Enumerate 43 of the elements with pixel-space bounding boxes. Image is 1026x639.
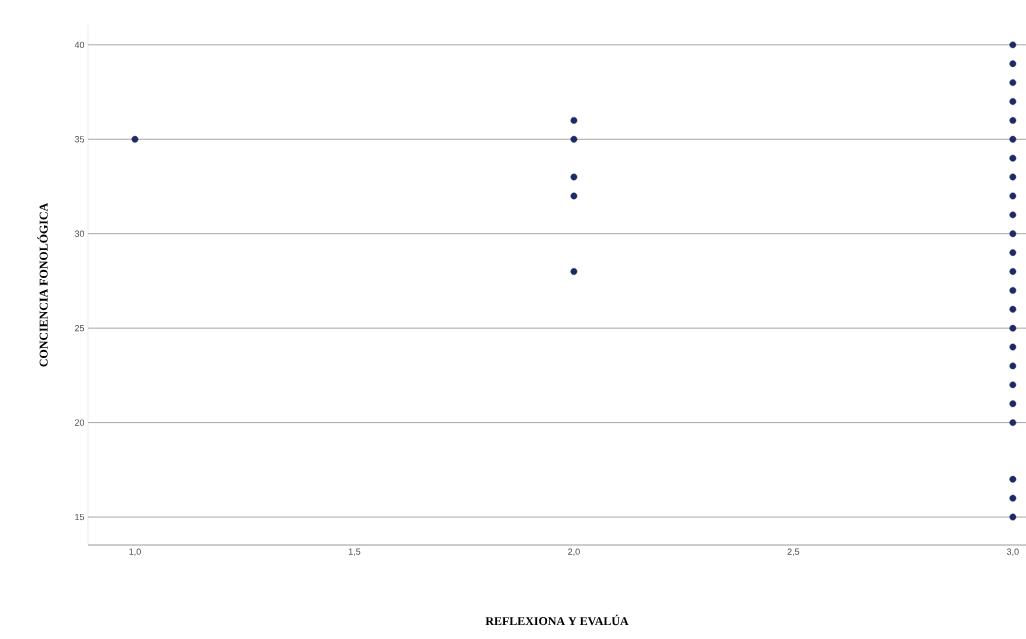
x-tick-label: 1,0 bbox=[129, 548, 141, 556]
point bbox=[1009, 268, 1017, 275]
point bbox=[1009, 305, 1017, 313]
point bbox=[1009, 192, 1017, 200]
point bbox=[1009, 286, 1017, 294]
point bbox=[1009, 513, 1017, 521]
point bbox=[1009, 41, 1017, 49]
point bbox=[1009, 249, 1017, 256]
point bbox=[1009, 173, 1017, 181]
point bbox=[1009, 343, 1017, 351]
point bbox=[570, 192, 578, 200]
point bbox=[1009, 230, 1017, 238]
point bbox=[1009, 494, 1017, 502]
y-tick-label: 40 bbox=[74, 41, 85, 49]
x-tick-label: 2,5 bbox=[787, 548, 800, 556]
x-axis-title: REFLEXIONA Y EVALÚA bbox=[485, 614, 629, 626]
x-tick-label: 2,0 bbox=[568, 548, 580, 556]
point bbox=[1009, 135, 1017, 143]
y-tick-label: 25 bbox=[74, 324, 85, 332]
y-tick-label: 20 bbox=[74, 419, 85, 426]
point bbox=[570, 116, 578, 124]
point bbox=[1009, 154, 1017, 162]
point bbox=[1009, 381, 1017, 389]
point bbox=[570, 135, 578, 143]
point bbox=[1009, 475, 1017, 483]
y-tick-label: 35 bbox=[74, 136, 85, 143]
x-tick-label: 1,5 bbox=[348, 548, 361, 556]
point bbox=[1009, 116, 1017, 124]
point bbox=[1009, 60, 1017, 68]
point bbox=[1009, 98, 1017, 105]
point bbox=[1009, 362, 1017, 370]
point bbox=[1009, 419, 1017, 426]
y-tick-label: 15 bbox=[75, 513, 85, 521]
point bbox=[1009, 400, 1017, 408]
point bbox=[1009, 79, 1017, 86]
point bbox=[131, 135, 139, 143]
y-tick-label: 30 bbox=[74, 230, 85, 237]
point bbox=[570, 268, 578, 275]
point bbox=[570, 173, 578, 181]
y-axis-title: CONCIENCIA FONOLÓGICA bbox=[37, 202, 48, 367]
point bbox=[1009, 324, 1017, 332]
point bbox=[1009, 211, 1017, 219]
x-tick-label: 3,0 bbox=[1006, 548, 1019, 556]
